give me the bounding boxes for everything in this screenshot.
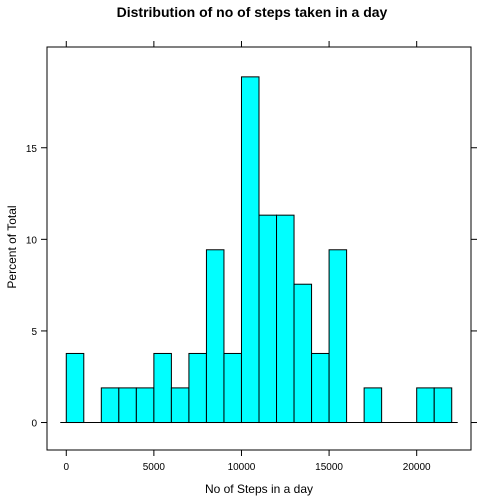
- histogram-bar-2: [100, 387, 120, 424]
- histogram-bar-4: [135, 387, 155, 424]
- y-tick-label: 0: [31, 419, 37, 430]
- histogram-bar-20: [416, 387, 435, 424]
- histogram-bar-0: [65, 352, 85, 424]
- x-tick-label: 10000: [228, 462, 256, 473]
- x-tick-label: 0: [63, 462, 69, 473]
- y-axis-ticks: 0 5 10 15: [26, 144, 477, 430]
- plot-frame: [46, 46, 472, 451]
- histogram-bar-3: [118, 387, 137, 424]
- y-tick-label: 5: [31, 327, 37, 338]
- histogram-bar-8: [205, 249, 225, 424]
- histogram-bar-10: [240, 76, 260, 424]
- x-axis-ticks: 0 5000 10000 15000 20000: [63, 41, 431, 473]
- histogram-bar-7: [188, 352, 207, 424]
- y-tick-label: 15: [26, 144, 38, 155]
- x-tick-label: 20000: [403, 462, 431, 473]
- histogram-bar-15: [328, 249, 348, 424]
- x-axis-label: No of Steps in a day: [205, 482, 313, 496]
- histogram-bar-13: [293, 283, 313, 424]
- y-tick-label: 10: [26, 235, 38, 246]
- histogram-bar-12: [276, 214, 295, 424]
- histogram-bar-21: [433, 387, 453, 424]
- histogram-bar-17: [363, 387, 383, 424]
- histogram-bar-14: [311, 352, 330, 424]
- histogram-bar-6: [170, 387, 190, 424]
- x-tick-label: 15000: [315, 462, 343, 473]
- histogram-bar-9: [223, 352, 242, 424]
- histogram-bar-11: [258, 214, 278, 424]
- y-axis-label: Percent of Total: [5, 205, 19, 288]
- histogram-bar-5: [153, 352, 172, 424]
- chart-title: Distribution of no of steps taken in a d…: [117, 4, 388, 20]
- x-tick-label: 5000: [143, 462, 166, 473]
